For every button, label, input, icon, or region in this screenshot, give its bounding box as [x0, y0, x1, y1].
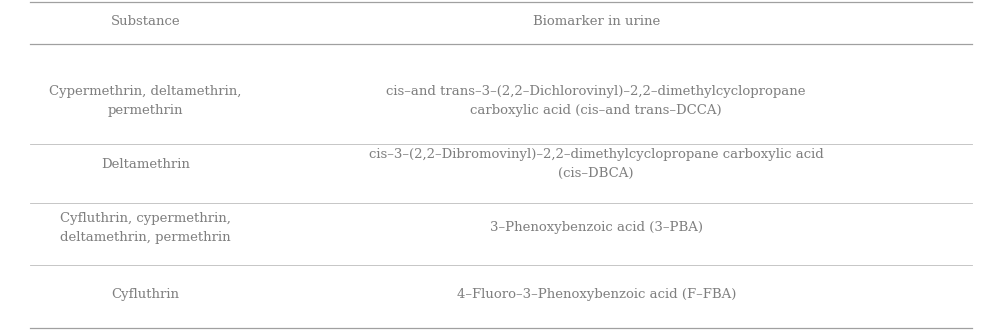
- Text: 3–Phenoxybenzoic acid (3–PBA): 3–Phenoxybenzoic acid (3–PBA): [490, 221, 702, 234]
- Text: Cypermethrin, deltamethrin,
permethrin: Cypermethrin, deltamethrin, permethrin: [49, 84, 241, 117]
- Text: Cyfluthrin, cypermethrin,
deltamethrin, permethrin: Cyfluthrin, cypermethrin, deltamethrin, …: [60, 212, 230, 244]
- Text: Cyfluthrin: Cyfluthrin: [111, 288, 179, 301]
- Text: Deltamethrin: Deltamethrin: [101, 158, 189, 171]
- Text: 4–Fluoro–3–Phenoxybenzoic acid (F–FBA): 4–Fluoro–3–Phenoxybenzoic acid (F–FBA): [457, 288, 735, 301]
- Text: cis–and trans–3–(2,2–Dichlorovinyl)–2,2–dimethylcyclopropane
carboxylic acid (ci: cis–and trans–3–(2,2–Dichlorovinyl)–2,2–…: [387, 84, 806, 117]
- Text: Substance: Substance: [110, 15, 180, 28]
- Text: cis–3–(2,2–Dibromovinyl)–2,2–dimethylcyclopropane carboxylic acid
(cis–DBCA): cis–3–(2,2–Dibromovinyl)–2,2–dimethylcyc…: [369, 148, 824, 180]
- Text: Biomarker in urine: Biomarker in urine: [533, 15, 659, 28]
